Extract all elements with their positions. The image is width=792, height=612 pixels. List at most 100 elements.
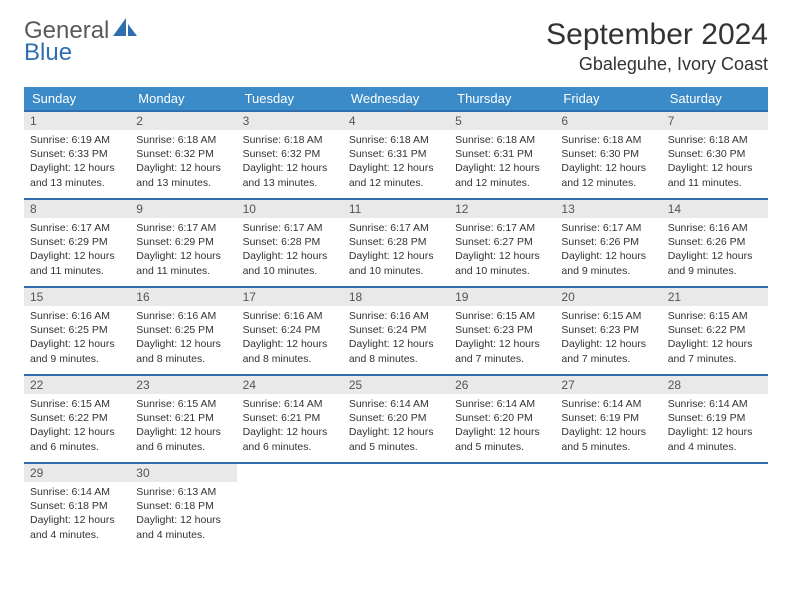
sunset-line: Sunset: 6:30 PM: [668, 147, 762, 161]
daylight-line: Daylight: 12 hours and 13 minutes.: [243, 161, 337, 189]
day-number: 13: [555, 200, 661, 218]
sunset-line: Sunset: 6:32 PM: [136, 147, 230, 161]
calendar-cell: [237, 463, 343, 551]
day-number: 15: [24, 288, 130, 306]
sunrise-line: Sunrise: 6:17 AM: [455, 221, 549, 235]
day-number: 5: [449, 112, 555, 130]
sunrise-line: Sunrise: 6:18 AM: [561, 133, 655, 147]
daylight-line: Daylight: 12 hours and 12 minutes.: [455, 161, 549, 189]
day-body: Sunrise: 6:16 AMSunset: 6:24 PMDaylight:…: [343, 306, 449, 372]
daylight-line: Daylight: 12 hours and 5 minutes.: [455, 425, 549, 453]
daylight-line: Daylight: 12 hours and 7 minutes.: [668, 337, 762, 365]
daylight-line: Daylight: 12 hours and 4 minutes.: [30, 513, 124, 541]
day-body: Sunrise: 6:17 AMSunset: 6:26 PMDaylight:…: [555, 218, 661, 284]
sunset-line: Sunset: 6:19 PM: [668, 411, 762, 425]
sunrise-line: Sunrise: 6:14 AM: [349, 397, 443, 411]
sunset-line: Sunset: 6:21 PM: [136, 411, 230, 425]
day-number: 8: [24, 200, 130, 218]
calendar-cell: 10Sunrise: 6:17 AMSunset: 6:28 PMDayligh…: [237, 199, 343, 287]
calendar-cell: 6 Sunrise: 6:18 AMSunset: 6:30 PMDaylight…: [555, 111, 661, 199]
daylight-line: Daylight: 12 hours and 9 minutes.: [668, 249, 762, 277]
day-body: Sunrise: 6:17 AMSunset: 6:29 PMDaylight:…: [24, 218, 130, 284]
calendar-cell: 22Sunrise: 6:15 AMSunset: 6:22 PMDayligh…: [24, 375, 130, 463]
sunrise-line: Sunrise: 6:13 AM: [136, 485, 230, 499]
sunrise-line: Sunrise: 6:17 AM: [561, 221, 655, 235]
daylight-line: Daylight: 12 hours and 10 minutes.: [243, 249, 337, 277]
daylight-line: Daylight: 12 hours and 5 minutes.: [349, 425, 443, 453]
brand-word-2: Blue: [24, 41, 139, 65]
sunset-line: Sunset: 6:30 PM: [561, 147, 655, 161]
calendar-cell: 17Sunrise: 6:16 AMSunset: 6:24 PMDayligh…: [237, 287, 343, 375]
day-number: 1: [24, 112, 130, 130]
day-number: 16: [130, 288, 236, 306]
day-number: 26: [449, 376, 555, 394]
page-header: General Blue September 2024 Gbaleguhe, I…: [24, 18, 768, 75]
day-number: 14: [662, 200, 768, 218]
calendar-cell: 4Sunrise: 6:18 AMSunset: 6:31 PMDaylight…: [343, 111, 449, 199]
calendar-week-row: 1Sunrise: 6:19 AMSunset: 6:33 PMDaylight…: [24, 111, 768, 199]
day-body: Sunrise: 6:16 AMSunset: 6:25 PMDaylight:…: [130, 306, 236, 372]
calendar-cell: 27Sunrise: 6:14 AMSunset: 6:19 PMDayligh…: [555, 375, 661, 463]
calendar-cell: 23Sunrise: 6:15 AMSunset: 6:21 PMDayligh…: [130, 375, 236, 463]
day-body: Sunrise: 6:18 AMSunset: 6:31 PMDaylight:…: [343, 130, 449, 196]
daylight-line: Daylight: 12 hours and 11 minutes.: [30, 249, 124, 277]
calendar-cell: 7Sunrise: 6:18 AMSunset: 6:30 PMDaylight…: [662, 111, 768, 199]
calendar-cell: 16Sunrise: 6:16 AMSunset: 6:25 PMDayligh…: [130, 287, 236, 375]
day-number: 2: [130, 112, 236, 130]
daylight-line: Daylight: 12 hours and 9 minutes.: [561, 249, 655, 277]
sunrise-line: Sunrise: 6:14 AM: [243, 397, 337, 411]
sunset-line: Sunset: 6:19 PM: [561, 411, 655, 425]
sunset-line: Sunset: 6:28 PM: [349, 235, 443, 249]
day-body: Sunrise: 6:18 AMSunset: 6:30 PMDaylight:…: [662, 130, 768, 196]
day-body: Sunrise: 6:15 AMSunset: 6:23 PMDaylight:…: [449, 306, 555, 372]
sunset-line: Sunset: 6:31 PM: [349, 147, 443, 161]
day-body: Sunrise: 6:14 AMSunset: 6:19 PMDaylight:…: [555, 394, 661, 460]
calendar-cell: [449, 463, 555, 551]
day-body: Sunrise: 6:15 AMSunset: 6:22 PMDaylight:…: [24, 394, 130, 460]
daylight-line: Daylight: 12 hours and 4 minutes.: [668, 425, 762, 453]
day-body: Sunrise: 6:13 AMSunset: 6:18 PMDaylight:…: [130, 482, 236, 548]
daylight-line: Daylight: 12 hours and 12 minutes.: [561, 161, 655, 189]
daylight-line: Daylight: 12 hours and 8 minutes.: [349, 337, 443, 365]
sunrise-line: Sunrise: 6:18 AM: [455, 133, 549, 147]
sunset-line: Sunset: 6:22 PM: [668, 323, 762, 337]
sunset-line: Sunset: 6:33 PM: [30, 147, 124, 161]
sunset-line: Sunset: 6:18 PM: [30, 499, 124, 513]
day-body: Sunrise: 6:16 AMSunset: 6:25 PMDaylight:…: [24, 306, 130, 372]
day-number: 6: [555, 112, 661, 130]
daylight-line: Daylight: 12 hours and 13 minutes.: [30, 161, 124, 189]
day-number: 3: [237, 112, 343, 130]
sunrise-line: Sunrise: 6:17 AM: [30, 221, 124, 235]
day-number: 11: [343, 200, 449, 218]
sunset-line: Sunset: 6:26 PM: [668, 235, 762, 249]
calendar-week-row: 29Sunrise: 6:14 AMSunset: 6:18 PMDayligh…: [24, 463, 768, 551]
sunset-line: Sunset: 6:24 PM: [349, 323, 443, 337]
day-number: 25: [343, 376, 449, 394]
day-body: Sunrise: 6:15 AMSunset: 6:21 PMDaylight:…: [130, 394, 236, 460]
day-number: 17: [237, 288, 343, 306]
daylight-line: Daylight: 12 hours and 10 minutes.: [349, 249, 443, 277]
sunset-line: Sunset: 6:32 PM: [243, 147, 337, 161]
daylight-line: Daylight: 12 hours and 11 minutes.: [668, 161, 762, 189]
day-number: 18: [343, 288, 449, 306]
month-title: September 2024: [546, 18, 768, 52]
day-number: 29: [24, 464, 130, 482]
weekday-header: Friday: [555, 87, 661, 111]
sunset-line: Sunset: 6:20 PM: [349, 411, 443, 425]
sunrise-line: Sunrise: 6:17 AM: [243, 221, 337, 235]
daylight-line: Daylight: 12 hours and 10 minutes.: [455, 249, 549, 277]
sunset-line: Sunset: 6:27 PM: [455, 235, 549, 249]
daylight-line: Daylight: 12 hours and 7 minutes.: [561, 337, 655, 365]
sunrise-line: Sunrise: 6:18 AM: [668, 133, 762, 147]
location-label: Gbaleguhe, Ivory Coast: [546, 54, 768, 75]
daylight-line: Daylight: 12 hours and 9 minutes.: [30, 337, 124, 365]
sunrise-line: Sunrise: 6:14 AM: [455, 397, 549, 411]
sunrise-line: Sunrise: 6:14 AM: [561, 397, 655, 411]
sunset-line: Sunset: 6:28 PM: [243, 235, 337, 249]
day-body: Sunrise: 6:15 AMSunset: 6:22 PMDaylight:…: [662, 306, 768, 372]
calendar-cell: [662, 463, 768, 551]
weekday-header: Tuesday: [237, 87, 343, 111]
day-body: Sunrise: 6:18 AMSunset: 6:32 PMDaylight:…: [130, 130, 236, 196]
daylight-line: Daylight: 12 hours and 7 minutes.: [455, 337, 549, 365]
calendar-cell: 11Sunrise: 6:17 AMSunset: 6:28 PMDayligh…: [343, 199, 449, 287]
